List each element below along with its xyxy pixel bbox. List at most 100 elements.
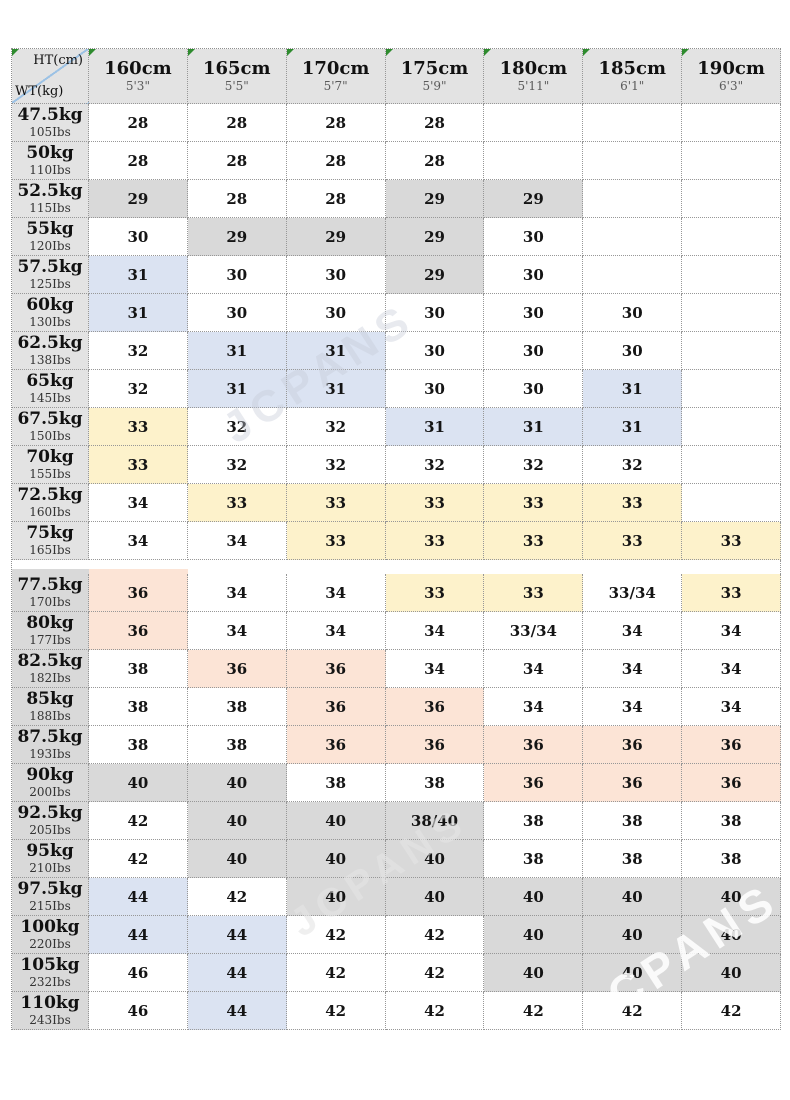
size-cell: 30 xyxy=(484,218,584,256)
size-cell: 33 xyxy=(187,484,287,522)
size-cell: 42 xyxy=(385,992,485,1030)
size-cell: 38 xyxy=(583,802,683,840)
size-cell: 32 xyxy=(385,446,485,484)
row-header: 50kg 110Ibs xyxy=(12,142,89,180)
size-cell xyxy=(484,142,584,180)
column-header: 170cm 5'7" xyxy=(286,49,386,104)
green-corner-mark xyxy=(187,49,195,56)
size-cell: 42 xyxy=(385,916,485,954)
size-cell: 34 xyxy=(385,612,485,650)
height-axis-label: HT(cm) xyxy=(33,53,83,68)
height-cm-label: 190cm xyxy=(697,58,765,79)
row-header: 85kg 188Ibs xyxy=(12,688,89,726)
row-header: 72.5kg 160Ibs xyxy=(12,484,89,522)
size-cell: 34 xyxy=(286,612,386,650)
size-cell: 42 xyxy=(89,840,188,878)
height-ft-label: 5'9" xyxy=(422,79,447,93)
size-cell: 42 xyxy=(484,992,584,1030)
weight-row: 72.5kg 160Ibs 34 33 33 33 33 33 xyxy=(12,484,782,522)
size-cell: 33 xyxy=(89,446,188,484)
size-cell xyxy=(682,370,782,408)
row-header: 62.5kg 138Ibs xyxy=(12,332,89,370)
size-cell: 32 xyxy=(187,408,287,446)
size-cell: 29 xyxy=(385,218,485,256)
size-cell: 38 xyxy=(187,688,287,726)
size-cell: 40 xyxy=(682,954,782,992)
weight-row: 52.5kg 115Ibs 29 28 28 29 29 xyxy=(12,180,782,218)
size-cell: 40 xyxy=(484,916,584,954)
size-cell: 42 xyxy=(89,802,188,840)
weight-row: 87.5kg 193Ibs 38 38 36 36 36 36 36 xyxy=(12,726,782,764)
weight-kg-label: 47.5kg xyxy=(17,105,83,126)
size-cell: 31 xyxy=(286,370,386,408)
height-ft-label: 5'11" xyxy=(517,79,550,93)
row-header: 70kg 155Ibs xyxy=(12,446,89,484)
weight-kg-label: 97.5kg xyxy=(17,879,83,900)
size-cell: 38 xyxy=(682,840,782,878)
row-header: 57.5kg 125Ibs xyxy=(12,256,89,294)
green-corner-mark xyxy=(583,49,591,56)
row-header: 47.5kg 105Ibs xyxy=(12,104,89,142)
size-cell: 33 xyxy=(385,574,485,612)
weight-lbs-label: 120Ibs xyxy=(29,238,71,253)
size-cell: 40 xyxy=(583,916,683,954)
size-cell: 46 xyxy=(89,954,188,992)
size-cell: 28 xyxy=(187,142,287,180)
size-cell: 42 xyxy=(385,954,485,992)
size-cell: 28 xyxy=(286,104,386,142)
size-cell: 29 xyxy=(89,180,188,218)
table-section-lower: 77.5kg 170Ibs 36 34 34 33 33 33/34 33 80kg 177Ibs 3… xyxy=(12,574,782,1030)
size-cell: 40 xyxy=(89,764,188,802)
size-cell: 32 xyxy=(286,408,386,446)
weight-kg-label: 67.5kg xyxy=(17,409,83,430)
size-cell: 29 xyxy=(385,180,485,218)
weight-row: 75kg 165Ibs 34 34 33 33 33 33 33 xyxy=(12,522,782,560)
weight-lbs-label: 210Ibs xyxy=(29,860,71,875)
weight-lbs-label: 110Ibs xyxy=(29,162,71,177)
size-cell: 31 xyxy=(583,408,683,446)
size-cell: 42 xyxy=(286,992,386,1030)
size-cell: 28 xyxy=(385,104,485,142)
size-cell: 34 xyxy=(583,688,683,726)
size-cell: 38 xyxy=(484,802,584,840)
size-cell: 36 xyxy=(286,688,386,726)
size-cell: 36 xyxy=(583,764,683,802)
weight-kg-label: 90kg xyxy=(26,765,74,786)
size-cell xyxy=(682,104,782,142)
size-cell: 34 xyxy=(682,688,782,726)
size-cell: 30 xyxy=(385,370,485,408)
row-header: 65kg 145Ibs xyxy=(12,370,89,408)
size-cell: 30 xyxy=(385,332,485,370)
size-cell: 40 xyxy=(286,840,386,878)
weight-lbs-label: 150Ibs xyxy=(29,428,71,443)
size-cell: 38 xyxy=(89,688,188,726)
size-cell xyxy=(682,218,782,256)
size-cell xyxy=(484,104,584,142)
size-cell: 33 xyxy=(583,522,683,560)
height-ft-label: 5'5" xyxy=(224,79,249,93)
weight-lbs-label: 182Ibs xyxy=(29,670,71,685)
size-cell: 33 xyxy=(385,484,485,522)
size-cell: 34 xyxy=(187,522,287,560)
size-cell xyxy=(682,256,782,294)
size-cell: 31 xyxy=(89,294,188,332)
size-cell xyxy=(682,294,782,332)
row-header: 60kg 130Ibs xyxy=(12,294,89,332)
size-cell: 40 xyxy=(286,878,386,916)
height-cm-label: 185cm xyxy=(598,58,667,79)
size-cell: 44 xyxy=(89,916,188,954)
weight-kg-label: 70kg xyxy=(26,447,74,468)
size-cell: 34 xyxy=(385,650,485,688)
size-cell: 30 xyxy=(484,256,584,294)
weight-row: 95kg 210Ibs 42 40 40 40 38 38 38 xyxy=(12,840,782,878)
height-ft-label: 6'1" xyxy=(620,79,645,93)
size-cell: 33 xyxy=(286,484,386,522)
size-cell: 42 xyxy=(286,916,386,954)
weight-lbs-label: 105Ibs xyxy=(29,124,71,139)
size-cell: 33 xyxy=(484,484,584,522)
weight-row: 70kg 155Ibs 33 32 32 32 32 32 xyxy=(12,446,782,484)
size-cell: 31 xyxy=(385,408,485,446)
row-header: 77.5kg 170Ibs xyxy=(12,574,89,612)
size-cell: 29 xyxy=(187,218,287,256)
weight-kg-label: 85kg xyxy=(26,689,74,710)
